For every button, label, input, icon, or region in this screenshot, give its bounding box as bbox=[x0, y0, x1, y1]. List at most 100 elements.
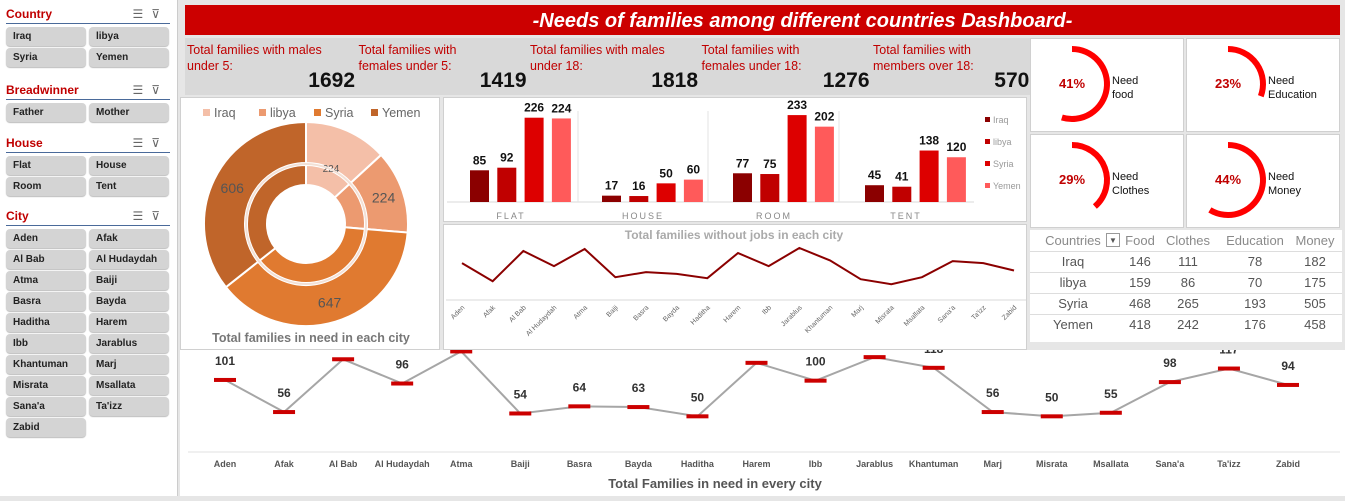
legend-label: Yemen bbox=[382, 106, 421, 120]
x-tick-label: Khantuman bbox=[804, 304, 834, 334]
gauge-percent: 23% bbox=[1198, 76, 1258, 91]
legend-label: libya bbox=[270, 106, 296, 120]
slicer-item-aden[interactable]: Aden bbox=[6, 229, 86, 248]
slicer-item-al-bab[interactable]: Al Bab bbox=[6, 250, 86, 269]
data-marker-bayda bbox=[627, 405, 649, 409]
bar-data-label: 138 bbox=[919, 134, 939, 148]
legend-label: Yemen bbox=[993, 181, 1021, 191]
x-tick-label: Al Bab bbox=[329, 459, 358, 469]
slicer-item-syria[interactable]: Syria bbox=[6, 48, 86, 67]
data-marker-jarablus bbox=[864, 355, 886, 359]
slicer-item-bayda[interactable]: Bayda bbox=[89, 292, 169, 311]
slicer-header-country: Country☰⊽ bbox=[6, 6, 170, 24]
table-header-clothes: Clothes bbox=[1158, 233, 1218, 248]
x-tick-label: Jarablus bbox=[780, 304, 804, 328]
kpi-value: 1276 bbox=[823, 69, 870, 93]
kpi-value: 1692 bbox=[308, 69, 355, 93]
x-tick-label: Ta'izz bbox=[971, 304, 989, 322]
data-label: 125 bbox=[746, 350, 766, 351]
slicer-item-misrata[interactable]: Misrata bbox=[6, 376, 86, 395]
x-tick-label: Aden bbox=[214, 459, 237, 469]
slicer-item-jarablus[interactable]: Jarablus bbox=[89, 334, 169, 353]
x-tick-label: Harem bbox=[723, 304, 743, 324]
slicer-item-basra[interactable]: Basra bbox=[6, 292, 86, 311]
data-label: 117 bbox=[1219, 350, 1239, 357]
gauge-label-line1: Need bbox=[1112, 74, 1138, 88]
multi-select-icon[interactable]: ☰ bbox=[132, 7, 151, 21]
x-tick-label: Basra bbox=[567, 459, 593, 469]
slicer-item-baiji[interactable]: Baiji bbox=[89, 271, 169, 290]
slicer-item-sana-a[interactable]: Sana'a bbox=[6, 397, 86, 416]
x-tick-label: Atma bbox=[450, 459, 473, 469]
slicer-header-breadwinner: Breadwinner☰⊽ bbox=[6, 82, 170, 100]
x-tick-label: Zabid bbox=[1001, 304, 1018, 321]
slicer-item-marj[interactable]: Marj bbox=[89, 355, 169, 374]
slicer-item-ta-izz[interactable]: Ta'izz bbox=[89, 397, 169, 416]
slicer-item-yemen[interactable]: Yemen bbox=[89, 48, 169, 67]
bar-yemen-room bbox=[815, 127, 834, 202]
gauge-label-line2: Clothes bbox=[1112, 184, 1149, 198]
kpi-label: Total families with females under 18: bbox=[702, 42, 837, 74]
slicer-item-tent[interactable]: Tent bbox=[89, 177, 169, 196]
bar-libya-flat bbox=[497, 168, 516, 202]
data-label: 63 bbox=[632, 381, 646, 395]
countries-filter-dropdown[interactable]: ▼ bbox=[1106, 233, 1120, 247]
data-marker-ibb bbox=[805, 379, 827, 383]
clear-filter-icon[interactable]: ⊽ bbox=[151, 83, 168, 97]
kpi-label: Total families with members over 18: bbox=[873, 42, 1008, 74]
bar-data-label: 226 bbox=[524, 101, 544, 115]
table-cell: libya bbox=[1043, 275, 1103, 290]
dashboard-title: -Needs of families among different count… bbox=[185, 5, 1340, 35]
slicer-item-haditha[interactable]: Haditha bbox=[6, 313, 86, 332]
x-tick-label: Afak bbox=[482, 304, 497, 319]
slicer-item-atma[interactable]: Atma bbox=[6, 271, 86, 290]
multi-select-icon[interactable]: ☰ bbox=[132, 209, 151, 223]
slicer-item-flat[interactable]: Flat bbox=[6, 156, 86, 175]
slicer-item-house[interactable]: House bbox=[89, 156, 169, 175]
slicer-item-khantuman[interactable]: Khantuman bbox=[6, 355, 86, 374]
slicer-item-room[interactable]: Room bbox=[6, 177, 86, 196]
slicer-item-ibb[interactable]: Ibb bbox=[6, 334, 86, 353]
kpi-card: Total families with females under 18:127… bbox=[700, 38, 872, 95]
table-cell: 78 bbox=[1225, 254, 1285, 269]
gauge-label-line2: food bbox=[1112, 88, 1133, 102]
multi-select-icon[interactable]: ☰ bbox=[132, 136, 151, 150]
slicer-item-harem[interactable]: Harem bbox=[89, 313, 169, 332]
bar-yemen-tent bbox=[947, 157, 966, 202]
x-tick-label: Sana'a bbox=[937, 304, 957, 324]
kpi-card: Total families with males under 5:1692 bbox=[185, 38, 357, 95]
clear-filter-icon[interactable]: ⊽ bbox=[151, 136, 168, 150]
table-cell: 176 bbox=[1225, 317, 1285, 332]
slicer-item-msallata[interactable]: Msallata bbox=[89, 376, 169, 395]
slicer-item-mother[interactable]: Mother bbox=[89, 103, 169, 122]
slicer-item-zabid[interactable]: Zabid bbox=[6, 418, 86, 437]
multi-select-icon[interactable]: ☰ bbox=[132, 83, 151, 97]
jobs-line-chart-card: Total families without jobs in each city… bbox=[443, 224, 1027, 350]
slicer-item-iraq[interactable]: Iraq bbox=[6, 27, 86, 46]
data-marker-misrata bbox=[1041, 414, 1063, 418]
table-cell: 193 bbox=[1225, 296, 1285, 311]
clear-filter-icon[interactable]: ⊽ bbox=[151, 209, 168, 223]
data-marker-ta-izz bbox=[1218, 367, 1240, 371]
data-label: 56 bbox=[277, 386, 291, 400]
x-tick-label: Misrata bbox=[875, 304, 896, 325]
slicer-item-afak[interactable]: Afak bbox=[89, 229, 169, 248]
x-tick-label: Aden bbox=[450, 304, 467, 321]
legend-swatch-syria bbox=[985, 161, 990, 166]
gauge-label-line2: Education bbox=[1268, 88, 1317, 102]
bar-syria-tent bbox=[920, 151, 939, 202]
slicer-item-father[interactable]: Father bbox=[6, 103, 86, 122]
data-label: 94 bbox=[1281, 359, 1295, 373]
x-tick-label: Al Hudaydah bbox=[375, 459, 430, 469]
slicer-item-al-hudaydah[interactable]: Al Hudaydah bbox=[89, 250, 169, 269]
bar-syria-house bbox=[657, 183, 676, 202]
donut-data-label: 224 bbox=[372, 189, 396, 205]
clear-filter-icon[interactable]: ⊽ bbox=[151, 7, 168, 21]
slicer-item-libya[interactable]: libya bbox=[89, 27, 169, 46]
gauge-percent: 29% bbox=[1042, 172, 1102, 187]
gauge-label-line1: Need bbox=[1268, 170, 1294, 184]
